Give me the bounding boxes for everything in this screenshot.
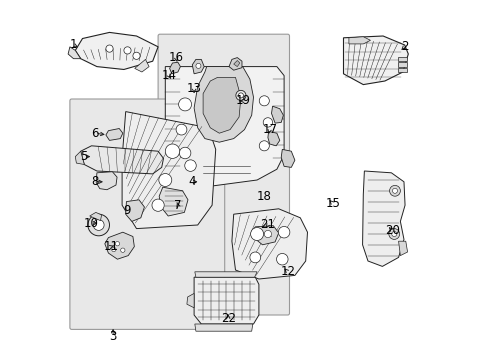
Polygon shape [75,151,84,165]
Circle shape [392,188,397,193]
Circle shape [93,220,104,230]
Polygon shape [192,59,204,74]
Text: 18: 18 [256,190,271,203]
Circle shape [88,214,109,236]
Bar [397,62,406,67]
Bar [397,68,406,72]
Circle shape [259,141,269,151]
Circle shape [123,47,131,54]
Polygon shape [267,131,279,146]
Polygon shape [186,293,194,308]
Text: 4: 4 [188,175,196,188]
Circle shape [111,247,116,252]
Polygon shape [125,200,144,221]
Polygon shape [343,36,407,85]
Circle shape [238,93,243,98]
Circle shape [152,199,164,211]
Text: 13: 13 [186,82,201,95]
Text: 15: 15 [325,197,340,210]
Text: 2: 2 [400,40,407,53]
Polygon shape [194,272,257,277]
Circle shape [176,124,186,135]
Polygon shape [104,232,134,259]
Text: 7: 7 [174,199,181,212]
Circle shape [250,228,263,240]
Text: 22: 22 [221,312,235,325]
Text: 5: 5 [81,150,88,163]
Circle shape [178,98,191,111]
Polygon shape [106,129,122,140]
Polygon shape [169,62,180,74]
Polygon shape [203,77,241,133]
Polygon shape [231,209,307,279]
Text: 12: 12 [280,265,295,278]
Polygon shape [362,171,404,266]
Circle shape [115,242,120,246]
Circle shape [259,96,269,106]
Text: 20: 20 [384,224,399,237]
Polygon shape [159,187,187,216]
Circle shape [388,229,399,239]
Polygon shape [75,32,158,69]
Text: 19: 19 [235,94,250,107]
Polygon shape [96,172,117,190]
Text: 17: 17 [262,123,277,136]
Polygon shape [233,60,239,67]
Text: 21: 21 [260,219,275,231]
FancyBboxPatch shape [70,99,224,329]
Circle shape [184,160,196,171]
Circle shape [179,147,190,159]
Text: 8: 8 [91,175,99,188]
Text: 1: 1 [70,39,77,51]
Circle shape [391,231,396,237]
Polygon shape [68,47,81,59]
Circle shape [106,45,113,52]
Text: 10: 10 [84,217,99,230]
FancyBboxPatch shape [158,34,289,315]
Polygon shape [228,58,242,70]
Circle shape [278,226,289,238]
Circle shape [249,252,260,263]
Polygon shape [398,241,407,256]
Polygon shape [194,67,253,142]
Circle shape [389,185,400,196]
Polygon shape [348,37,370,44]
Polygon shape [194,324,252,331]
Polygon shape [194,277,258,324]
Circle shape [159,174,171,186]
Circle shape [263,118,272,127]
Text: 6: 6 [91,127,99,140]
Circle shape [264,230,271,238]
Circle shape [165,144,179,158]
Text: 11: 11 [103,240,119,253]
Circle shape [196,63,201,68]
Bar [397,57,406,61]
Circle shape [133,52,140,59]
Circle shape [235,90,245,100]
Polygon shape [252,226,278,245]
Polygon shape [89,212,102,221]
Text: 3: 3 [109,330,117,343]
Polygon shape [134,59,149,72]
Text: 9: 9 [123,204,131,217]
Polygon shape [81,146,163,174]
Polygon shape [271,106,283,123]
Polygon shape [281,149,294,167]
Polygon shape [122,112,215,229]
Text: 14: 14 [161,69,176,82]
Text: 16: 16 [168,51,183,64]
Circle shape [276,253,287,265]
Circle shape [121,248,125,252]
Polygon shape [165,67,284,187]
